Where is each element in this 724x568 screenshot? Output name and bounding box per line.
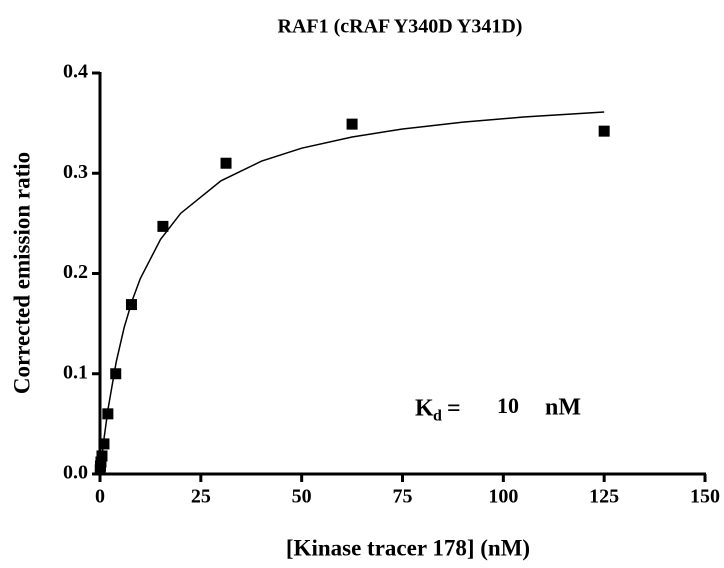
y-tick-label: 0.1 (63, 361, 88, 383)
x-tick-label: 50 (292, 486, 312, 508)
data-point (96, 450, 108, 462)
data-point (346, 118, 358, 130)
data-point (95, 456, 107, 468)
data-point (598, 125, 610, 137)
kd-value: 10 (497, 393, 519, 418)
x-tick-label: 25 (191, 486, 211, 508)
kd-equals: = (447, 396, 461, 422)
x-tick-label: 150 (690, 486, 720, 508)
x-tick-label: 125 (589, 486, 619, 508)
data-point (157, 220, 169, 232)
data-point (110, 368, 122, 380)
x-axis-label: [Kinase tracer 178] (nM) (286, 535, 530, 560)
x-tick-label: 0 (95, 486, 105, 508)
fit-curve (99, 111, 605, 475)
kd-unit: nM (545, 395, 581, 421)
x-tick-label: 75 (393, 486, 413, 508)
y-tick-label: 0.2 (63, 261, 88, 283)
chart-title: RAF1 (cRAF Y340D Y341D) (278, 16, 523, 38)
kd-subscript: d (433, 408, 442, 425)
x-tick-label: 100 (488, 486, 518, 508)
data-point (98, 438, 110, 450)
data-point (125, 299, 137, 311)
y-tick-label: 0.3 (63, 161, 88, 183)
data-point (220, 157, 232, 169)
data-point (102, 408, 114, 420)
y-tick-label: 0.0 (63, 462, 88, 484)
y-axis-label: Corrected emission ratio (9, 152, 34, 394)
kd-symbol: K (415, 396, 434, 422)
y-tick-label: 0.4 (63, 61, 88, 83)
